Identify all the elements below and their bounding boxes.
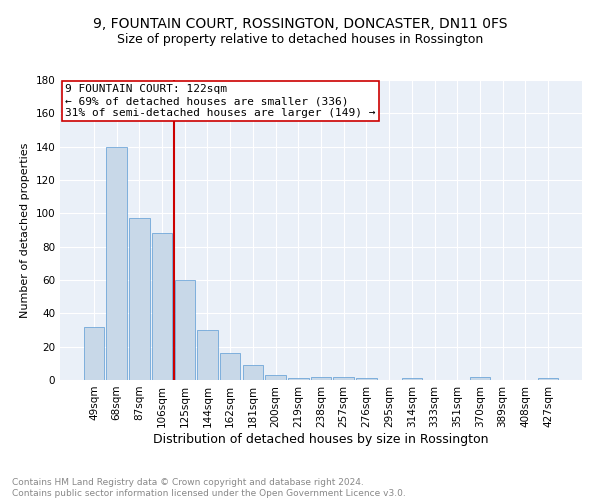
Text: Distribution of detached houses by size in Rossington: Distribution of detached houses by size … <box>153 432 489 446</box>
Text: Size of property relative to detached houses in Rossington: Size of property relative to detached ho… <box>117 32 483 46</box>
Bar <box>470 376 490 380</box>
Bar <box>356 378 377 380</box>
Bar <box>152 234 172 380</box>
Bar <box>106 146 127 380</box>
Text: 9 FOUNTAIN COURT: 122sqm
← 69% of detached houses are smaller (336)
31% of semi-: 9 FOUNTAIN COURT: 122sqm ← 69% of detach… <box>65 84 376 117</box>
Bar <box>401 378 422 380</box>
Bar <box>220 354 241 380</box>
Bar <box>242 365 263 380</box>
Text: 9, FOUNTAIN COURT, ROSSINGTON, DONCASTER, DN11 0FS: 9, FOUNTAIN COURT, ROSSINGTON, DONCASTER… <box>93 18 507 32</box>
Bar <box>334 376 354 380</box>
Y-axis label: Number of detached properties: Number of detached properties <box>20 142 30 318</box>
Text: Contains HM Land Registry data © Crown copyright and database right 2024.
Contai: Contains HM Land Registry data © Crown c… <box>12 478 406 498</box>
Bar <box>265 375 286 380</box>
Bar <box>84 326 104 380</box>
Bar <box>129 218 149 380</box>
Bar <box>538 378 558 380</box>
Bar <box>197 330 218 380</box>
Bar <box>288 378 308 380</box>
Bar <box>175 280 195 380</box>
Bar <box>311 376 331 380</box>
